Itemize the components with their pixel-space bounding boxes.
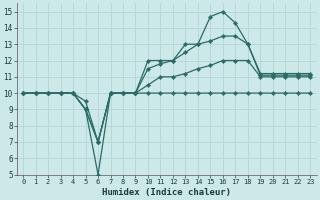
X-axis label: Humidex (Indice chaleur): Humidex (Indice chaleur) <box>102 188 231 197</box>
